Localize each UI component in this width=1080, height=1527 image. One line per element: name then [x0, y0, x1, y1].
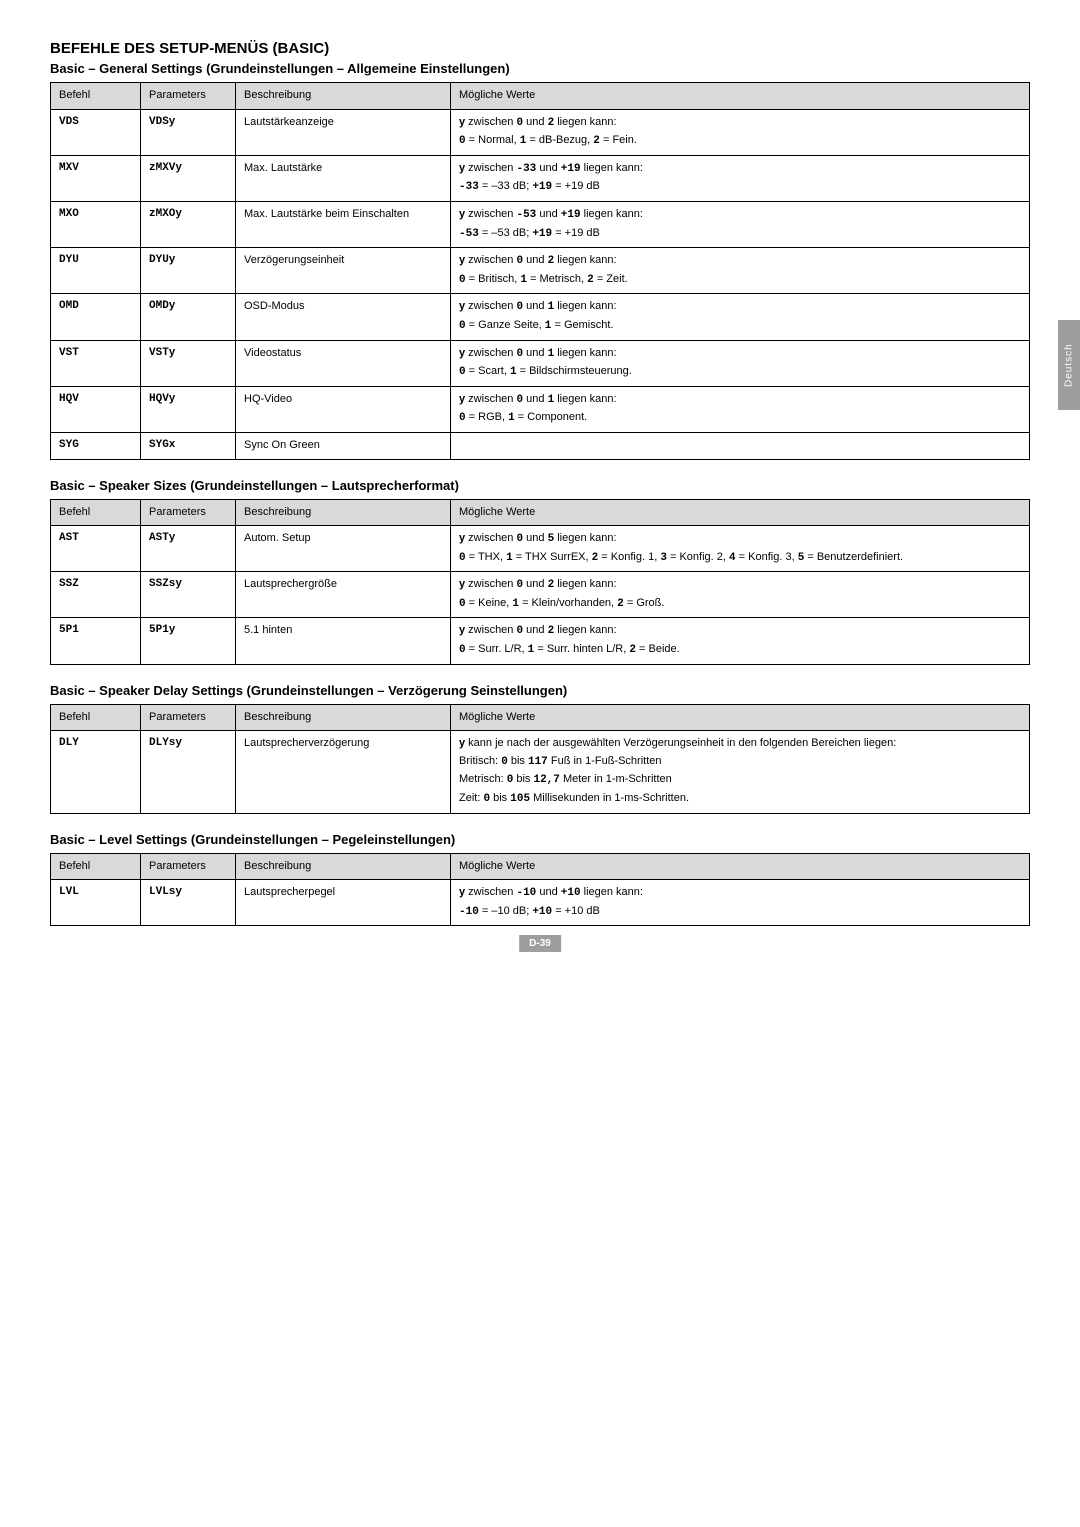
cell-beschreibung: Lautsprecherverzögerung [236, 731, 451, 813]
column-header: Parameters [141, 83, 236, 110]
cell-werte: y zwischen 0 und 1 liegen kann:0 = Ganze… [451, 294, 1030, 340]
cell-befehl: DYU [51, 248, 141, 294]
cell-parameters: DLYsy [141, 731, 236, 813]
cell-werte [451, 432, 1030, 459]
cell-befehl: OMD [51, 294, 141, 340]
page-number: D-39 [519, 935, 561, 952]
section-title: Basic – General Settings (Grundeinstellu… [50, 61, 1030, 76]
column-header: Mögliche Werte [451, 853, 1030, 880]
column-header: Parameters [141, 499, 236, 526]
cell-befehl: DLY [51, 731, 141, 813]
column-header: Befehl [51, 83, 141, 110]
column-header: Beschreibung [236, 704, 451, 731]
cell-werte: y zwischen -33 und +19 liegen kann:-33 =… [451, 155, 1030, 201]
table-row: VDSVDSyLautstärkeanzeigey zwischen 0 und… [51, 109, 1030, 155]
column-header: Beschreibung [236, 83, 451, 110]
column-header: Beschreibung [236, 853, 451, 880]
cell-befehl: MXO [51, 201, 141, 247]
cell-parameters: zMXVy [141, 155, 236, 201]
table-row: DYUDYUyVerzögerungseinheity zwischen 0 u… [51, 248, 1030, 294]
column-header: Mögliche Werte [451, 499, 1030, 526]
cell-beschreibung: Lautstärkeanzeige [236, 109, 451, 155]
column-header: Parameters [141, 853, 236, 880]
cell-befehl: HQV [51, 386, 141, 432]
column-header: Befehl [51, 704, 141, 731]
cell-parameters: zMXOy [141, 201, 236, 247]
cell-beschreibung: HQ-Video [236, 386, 451, 432]
cell-parameters: HQVy [141, 386, 236, 432]
cell-parameters: LVLsy [141, 880, 236, 926]
table-row: SYGSYGxSync On Green [51, 432, 1030, 459]
table-row: MXVzMXVyMax. Lautstärkey zwischen -33 un… [51, 155, 1030, 201]
cell-beschreibung: Videostatus [236, 340, 451, 386]
settings-table: BefehlParametersBeschreibungMögliche Wer… [50, 704, 1030, 814]
cell-werte: y zwischen 0 und 2 liegen kann:0 = Norma… [451, 109, 1030, 155]
table-row: MXOzMXOyMax. Lautstärke beim Einschalten… [51, 201, 1030, 247]
cell-beschreibung: Max. Lautstärke [236, 155, 451, 201]
table-row: 5P15P1y5.1 hinteny zwischen 0 und 2 lieg… [51, 618, 1030, 664]
table-row: ASTASTyAutom. Setupy zwischen 0 und 5 li… [51, 526, 1030, 572]
cell-werte: y zwischen 0 und 2 liegen kann:0 = Briti… [451, 248, 1030, 294]
column-header: Befehl [51, 499, 141, 526]
table-row: HQVHQVyHQ-Videoy zwischen 0 und 1 liegen… [51, 386, 1030, 432]
section-title: Basic – Speaker Delay Settings (Grundein… [50, 683, 1030, 698]
cell-werte: y zwischen 0 und 5 liegen kann:0 = THX, … [451, 526, 1030, 572]
column-header: Befehl [51, 853, 141, 880]
cell-parameters: DYUy [141, 248, 236, 294]
cell-befehl: SYG [51, 432, 141, 459]
cell-befehl: VDS [51, 109, 141, 155]
cell-beschreibung: OSD-Modus [236, 294, 451, 340]
column-header: Parameters [141, 704, 236, 731]
cell-beschreibung: Max. Lautstärke beim Einschalten [236, 201, 451, 247]
table-row: SSZSSZsyLautsprechergrößey zwischen 0 un… [51, 572, 1030, 618]
cell-beschreibung: Lautsprechergröße [236, 572, 451, 618]
language-tab: Deutsch [1058, 320, 1080, 410]
cell-beschreibung: Lautsprecherpegel [236, 880, 451, 926]
table-row: OMDOMDyOSD-Modusy zwischen 0 und 1 liege… [51, 294, 1030, 340]
table-row: VSTVSTyVideostatusy zwischen 0 und 1 lie… [51, 340, 1030, 386]
cell-parameters: SYGx [141, 432, 236, 459]
cell-werte: y kann je nach der ausgewählten Verzöger… [451, 731, 1030, 813]
cell-befehl: MXV [51, 155, 141, 201]
cell-beschreibung: Sync On Green [236, 432, 451, 459]
cell-parameters: SSZsy [141, 572, 236, 618]
cell-werte: y zwischen -10 und +10 liegen kann:-10 =… [451, 880, 1030, 926]
section-title: Basic – Level Settings (Grundeinstellung… [50, 832, 1030, 847]
cell-befehl: SSZ [51, 572, 141, 618]
table-row: DLYDLYsyLautsprecherverzögerungy kann je… [51, 731, 1030, 813]
settings-table: BefehlParametersBeschreibungMögliche Wer… [50, 853, 1030, 927]
cell-beschreibung: Verzögerungseinheit [236, 248, 451, 294]
cell-werte: y zwischen 0 und 2 liegen kann:0 = Surr.… [451, 618, 1030, 664]
cell-parameters: 5P1y [141, 618, 236, 664]
cell-parameters: OMDy [141, 294, 236, 340]
cell-befehl: 5P1 [51, 618, 141, 664]
page-title: BEFEHLE DES SETUP-MENÜS (BASIC) [50, 40, 1030, 57]
column-header: Beschreibung [236, 499, 451, 526]
cell-parameters: VDSy [141, 109, 236, 155]
cell-werte: y zwischen -53 und +19 liegen kann:-53 =… [451, 201, 1030, 247]
cell-parameters: ASTy [141, 526, 236, 572]
cell-befehl: AST [51, 526, 141, 572]
table-row: LVLLVLsyLautsprecherpegely zwischen -10 … [51, 880, 1030, 926]
cell-beschreibung: 5.1 hinten [236, 618, 451, 664]
cell-werte: y zwischen 0 und 1 liegen kann:0 = RGB, … [451, 386, 1030, 432]
cell-parameters: VSTy [141, 340, 236, 386]
cell-werte: y zwischen 0 und 2 liegen kann:0 = Keine… [451, 572, 1030, 618]
cell-beschreibung: Autom. Setup [236, 526, 451, 572]
cell-befehl: LVL [51, 880, 141, 926]
column-header: Mögliche Werte [451, 704, 1030, 731]
column-header: Mögliche Werte [451, 83, 1030, 110]
section-title: Basic – Speaker Sizes (Grundeinstellunge… [50, 478, 1030, 493]
settings-table: BefehlParametersBeschreibungMögliche Wer… [50, 499, 1030, 665]
settings-table: BefehlParametersBeschreibungMögliche Wer… [50, 82, 1030, 460]
cell-werte: y zwischen 0 und 1 liegen kann:0 = Scart… [451, 340, 1030, 386]
cell-befehl: VST [51, 340, 141, 386]
